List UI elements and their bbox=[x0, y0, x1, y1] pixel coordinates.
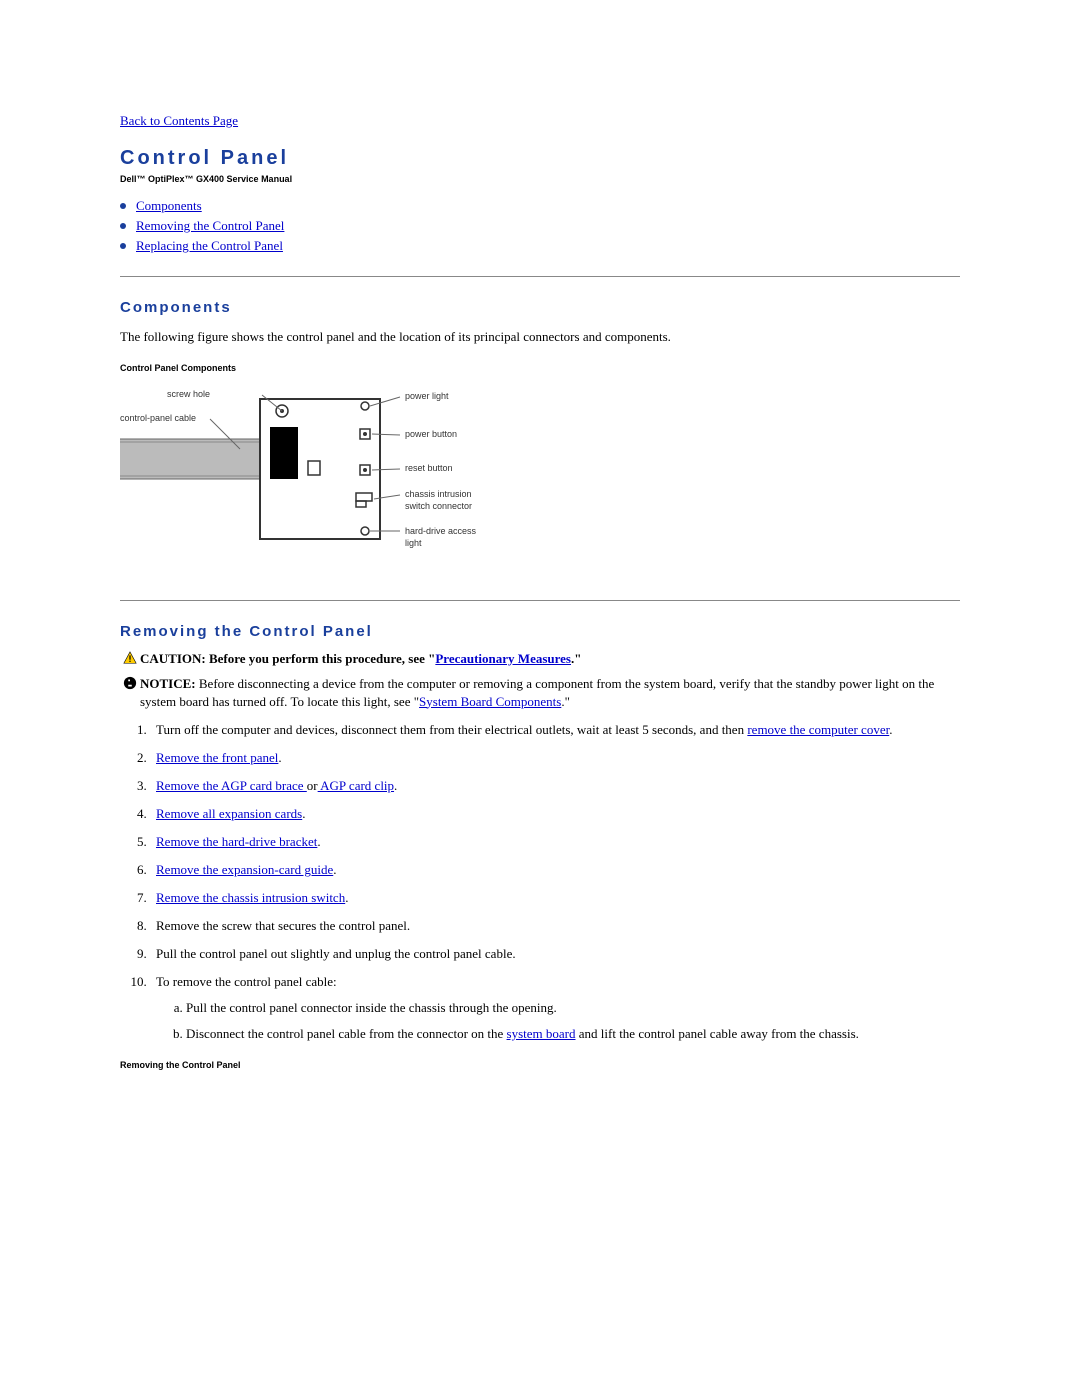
section-title-removing: Removing the Control Panel bbox=[120, 623, 960, 640]
svg-text:reset button: reset button bbox=[405, 463, 453, 473]
divider bbox=[120, 600, 960, 601]
step-5: Remove the hard-drive bracket. bbox=[150, 834, 960, 850]
system-board-components-link[interactable]: System Board Components bbox=[419, 694, 561, 709]
remove-agp-brace-link[interactable]: Remove the AGP card brace bbox=[156, 778, 307, 793]
svg-text:screw hole: screw hole bbox=[167, 389, 210, 399]
section-title-components: Components bbox=[120, 299, 960, 316]
components-intro: The following figure shows the control p… bbox=[120, 329, 960, 345]
figure-caption-components: Control Panel Components bbox=[120, 363, 960, 373]
divider bbox=[120, 276, 960, 277]
page-subtitle: Dell™ OptiPlex™ GX400 Service Manual bbox=[120, 174, 960, 184]
step-4: Remove all expansion cards. bbox=[150, 806, 960, 822]
caution-text-after: ." bbox=[571, 651, 581, 666]
svg-text:power light: power light bbox=[405, 391, 449, 401]
remove-chassis-switch-link[interactable]: Remove the chassis intrusion switch bbox=[156, 890, 345, 905]
step-7: Remove the chassis intrusion switch. bbox=[150, 890, 960, 906]
step-8: Remove the screw that secures the contro… bbox=[150, 918, 960, 934]
caution-callout: CAUTION: Before you perform this procedu… bbox=[120, 650, 960, 669]
remove-hd-bracket-link[interactable]: Remove the hard-drive bracket bbox=[156, 834, 317, 849]
precautionary-measures-link[interactable]: Precautionary Measures bbox=[435, 651, 571, 666]
step-10b: Disconnect the control panel cable from … bbox=[186, 1026, 960, 1042]
notice-callout: NOTICE: Before disconnecting a device fr… bbox=[120, 675, 960, 710]
notice-text-after: ." bbox=[561, 694, 570, 709]
step-9: Pull the control panel out slightly and … bbox=[150, 946, 960, 962]
step-10: To remove the control panel cable: Pull … bbox=[150, 974, 960, 1042]
remove-front-panel-link[interactable]: Remove the front panel bbox=[156, 750, 278, 765]
system-board-link[interactable]: system board bbox=[507, 1026, 576, 1041]
step-2: Remove the front panel. bbox=[150, 750, 960, 766]
agp-card-clip-link[interactable]: AGP card clip bbox=[318, 778, 394, 793]
svg-text:switch connector: switch connector bbox=[405, 501, 472, 511]
page-title: Control Panel bbox=[120, 147, 960, 170]
figure-caption-removing: Removing the Control Panel bbox=[120, 1060, 960, 1070]
control-panel-diagram: screw hole control-panel cable power lig… bbox=[120, 379, 960, 578]
svg-text:power button: power button bbox=[405, 429, 457, 439]
toc-list: Components Removing the Control Panel Re… bbox=[120, 198, 960, 254]
caution-label: CAUTION: bbox=[140, 651, 206, 666]
step-6: Remove the expansion-card guide. bbox=[150, 862, 960, 878]
removal-steps: Turn off the computer and devices, disco… bbox=[128, 722, 960, 1042]
notice-label: NOTICE: bbox=[140, 676, 196, 691]
svg-text:chassis intrusion: chassis intrusion bbox=[405, 489, 472, 499]
svg-text:hard-drive access: hard-drive access bbox=[405, 526, 477, 536]
step-10a: Pull the control panel connector inside … bbox=[186, 1000, 960, 1016]
remove-expansion-cards-link[interactable]: Remove all expansion cards bbox=[156, 806, 302, 821]
caution-icon bbox=[120, 650, 140, 669]
notice-icon bbox=[120, 675, 140, 694]
svg-text:control-panel cable: control-panel cable bbox=[120, 413, 196, 423]
svg-text:light: light bbox=[405, 538, 422, 548]
toc-link-replacing[interactable]: Replacing the Control Panel bbox=[136, 238, 283, 253]
remove-expansion-guide-link[interactable]: Remove the expansion-card guide bbox=[156, 862, 333, 877]
remove-cover-link[interactable]: remove the computer cover bbox=[747, 722, 889, 737]
step-1: Turn off the computer and devices, disco… bbox=[150, 722, 960, 738]
toc-link-removing[interactable]: Removing the Control Panel bbox=[136, 218, 284, 233]
back-to-contents-link[interactable]: Back to Contents Page bbox=[120, 113, 238, 128]
step-3: Remove the AGP card brace or AGP card cl… bbox=[150, 778, 960, 794]
caution-text-before: Before you perform this procedure, see " bbox=[206, 651, 436, 666]
toc-link-components[interactable]: Components bbox=[136, 198, 202, 213]
